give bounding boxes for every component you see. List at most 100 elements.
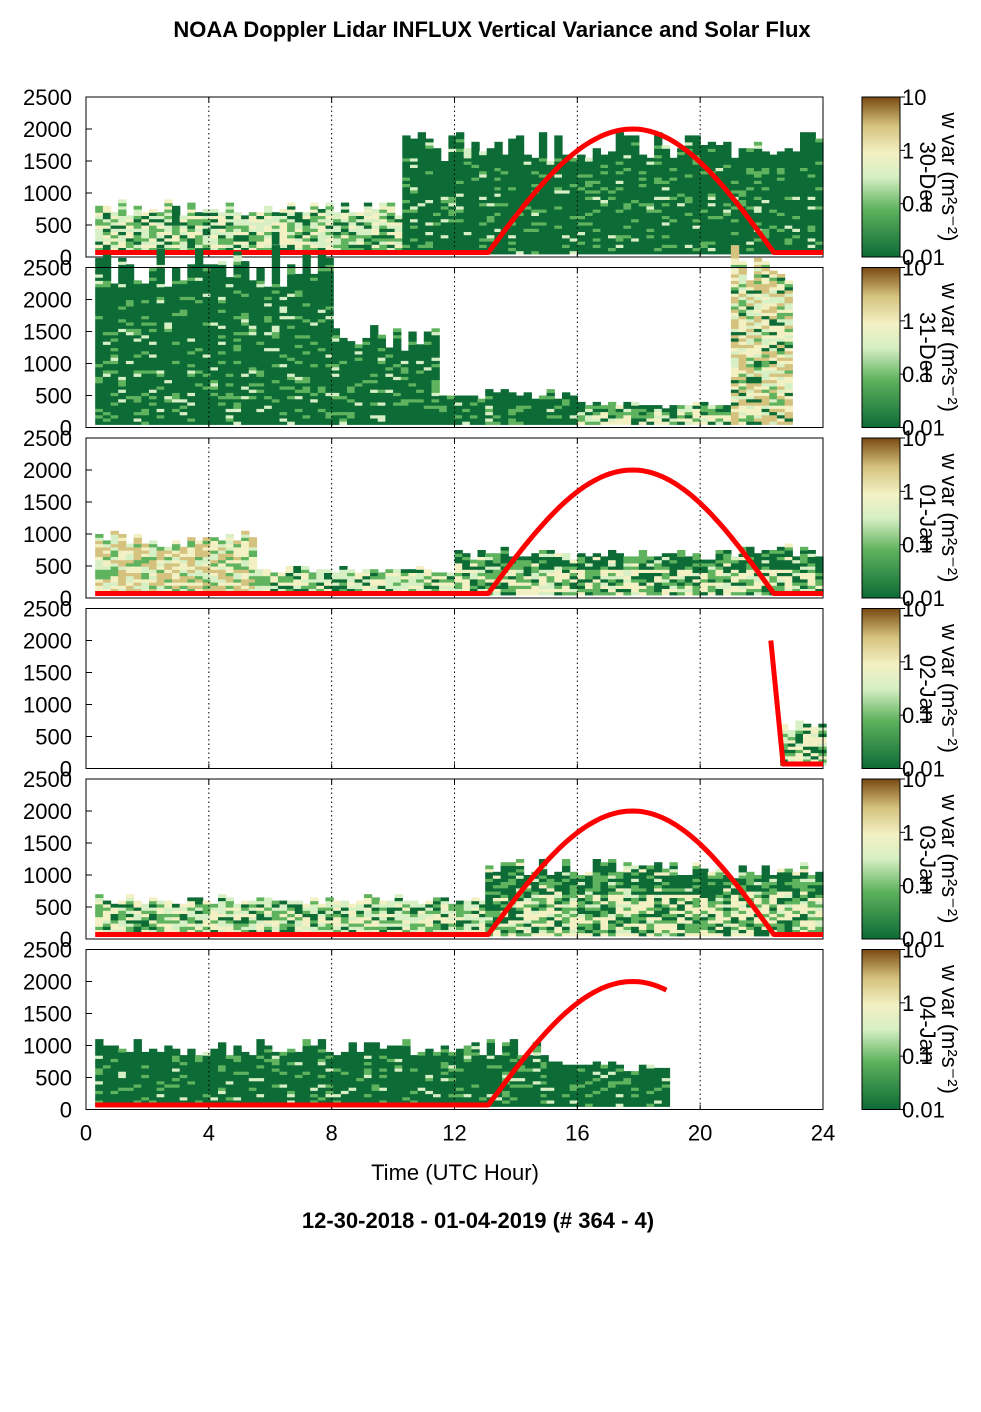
heatmap-cell [400,369,410,374]
heatmap-cell [172,205,181,210]
heatmap-cell [110,302,119,307]
heatmap-cell [486,212,495,216]
heatmap-cell [202,267,211,272]
heatmap-cell [646,212,655,216]
heatmap-cell [761,205,770,210]
heatmap-cell [393,421,402,425]
heatmap-cell [677,421,686,425]
heatmap-cell [815,183,824,188]
heatmap-cell [363,237,373,242]
heatmap-cell [210,421,219,425]
heatmap-cell [677,209,686,213]
heatmap-cell [661,234,671,239]
heatmap-cell [400,417,410,422]
heatmap-cell [141,237,150,242]
heatmap-cell [730,280,740,285]
heatmap-cell [800,167,809,172]
heatmap-cell [156,231,165,236]
heatmap-cell [172,289,181,294]
heatmap-cell [225,280,234,285]
heatmap-cell [508,405,517,409]
heatmap-cell [738,199,747,204]
heatmap-cell [310,411,319,416]
heatmap-cell [156,283,165,288]
heatmap-cell [448,183,457,188]
heatmap-cell [156,379,165,384]
heatmap-cell [195,321,204,326]
heatmap-cell [562,421,571,425]
heatmap-cell [310,328,319,333]
heatmap-cell [707,161,717,165]
heatmap-cell [623,218,632,223]
heatmap-cell [746,421,755,425]
heatmap-cell [608,401,617,406]
heatmap-cell [256,215,265,220]
heatmap-cell [677,154,686,159]
heatmap-cell [492,417,502,422]
heatmap-cell [95,414,104,419]
heatmap-cell [118,305,127,310]
heatmap-cell [423,347,433,352]
heatmap-cell [210,289,219,294]
heatmap-cell [456,189,465,194]
heatmap-cell [761,154,770,159]
heatmap-cell [562,395,571,400]
heatmap-cell [241,417,250,422]
heatmap-cell [479,241,488,245]
heatmap-cell [638,202,648,207]
heatmap-cell [546,221,555,226]
heatmap-cell [331,344,340,349]
heatmap-cell [500,421,509,425]
heatmap-cell [408,369,417,374]
heatmap-cell [385,408,394,413]
heatmap-cell [456,231,465,236]
heatmap-cell [385,363,394,368]
heatmap-cell [410,180,419,184]
heatmap-cell [279,337,288,342]
heatmap-cell [600,209,609,213]
heatmap-cell [500,199,509,204]
heatmap-cell [800,196,809,200]
heatmap-cell [393,369,402,374]
heatmap-cell [340,212,350,216]
heatmap-cell [102,215,112,220]
heatmap-cell [218,234,227,239]
heatmap-cell [433,234,442,239]
heatmap-cell [723,421,732,425]
heatmap-cell [95,257,104,262]
heatmap-cell [264,302,273,307]
heatmap-cell [769,289,778,294]
heatmap-cell [118,257,127,262]
heatmap-cell [348,247,357,252]
heatmap-cell [379,228,388,232]
heatmap-cell [218,283,227,288]
heatmap-cell [133,328,142,333]
heatmap-cell [164,353,173,358]
heatmap-cell [164,302,173,307]
heatmap-cell [479,177,488,181]
heatmap-cell [761,234,770,239]
heatmap-cell [661,145,671,149]
heatmap-cell [149,209,158,213]
heatmap-cell [753,244,763,248]
heatmap-cell [172,283,181,288]
heatmap-cell [371,225,380,229]
heatmap-cell [600,421,609,425]
heatmap-cell [340,228,350,232]
heatmap-cell [631,164,640,168]
heatmap-cell [133,241,142,245]
heatmap-cell [523,157,532,162]
heatmap-cell [202,312,211,317]
heatmap-cell [456,241,465,245]
heatmap-cell [746,228,755,232]
heatmap-cell [172,215,181,220]
heatmap-cell [149,244,158,248]
heatmap-cell [149,228,158,232]
heatmap-cell [800,186,809,191]
heatmap-cell [179,398,188,403]
heatmap-cell [354,408,363,413]
heatmap-cell [784,209,793,213]
heatmap-cell [187,357,196,361]
heatmap-cell [408,373,417,377]
heatmap-cell [646,173,655,178]
